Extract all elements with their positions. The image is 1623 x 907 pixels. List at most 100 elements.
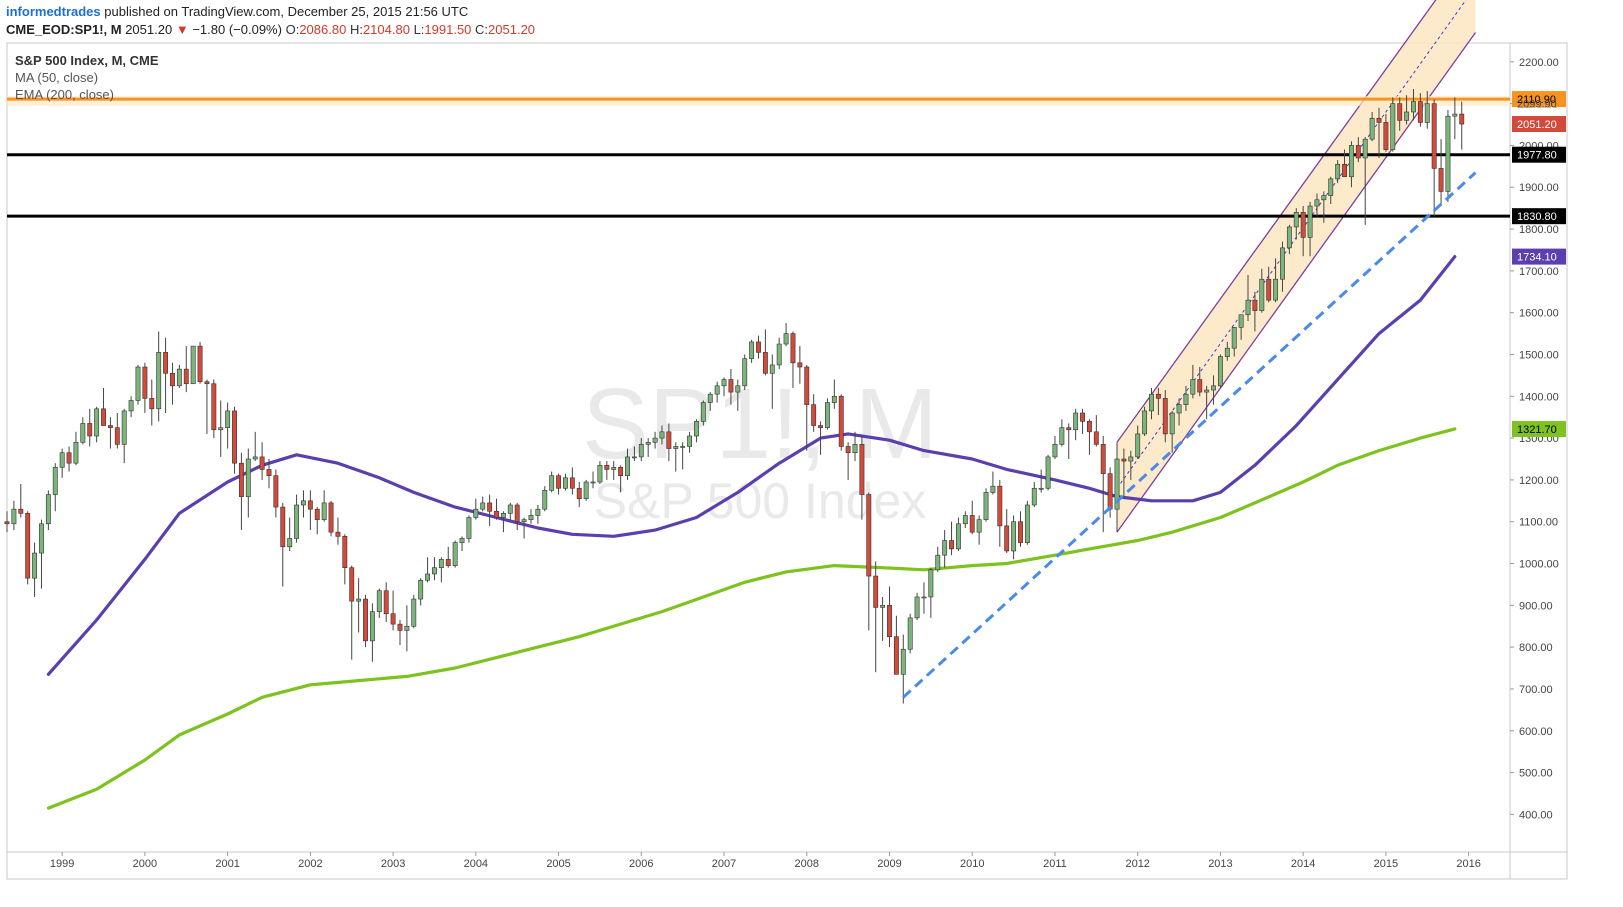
candle[interactable] — [473, 498, 479, 520]
candle[interactable] — [956, 517, 961, 551]
candle[interactable] — [1300, 206, 1306, 257]
candle[interactable] — [969, 500, 975, 535]
candle[interactable] — [1376, 107, 1382, 158]
candle[interactable] — [1238, 314, 1244, 340]
ema-200-line[interactable] — [46, 427, 1457, 810]
candle[interactable] — [866, 492, 872, 631]
candle[interactable] — [762, 329, 768, 376]
candle[interactable] — [1438, 139, 1444, 204]
candle[interactable] — [11, 500, 17, 531]
candle[interactable] — [121, 408, 127, 464]
candle[interactable] — [183, 346, 189, 393]
candle[interactable] — [1342, 149, 1347, 178]
candle[interactable] — [673, 442, 679, 472]
candle[interactable] — [466, 515, 472, 543]
candle[interactable] — [1266, 266, 1272, 303]
candle[interactable] — [176, 364, 182, 388]
candle[interactable] — [563, 473, 568, 491]
candle[interactable] — [52, 463, 58, 512]
candle[interactable] — [652, 431, 658, 449]
candle[interactable] — [811, 394, 817, 432]
candle[interactable] — [694, 419, 699, 443]
candle[interactable] — [1404, 95, 1410, 125]
candle[interactable] — [390, 590, 396, 631]
candle[interactable] — [1335, 160, 1341, 184]
candle[interactable] — [528, 509, 534, 524]
candle[interactable] — [728, 369, 734, 405]
candle[interactable] — [825, 398, 830, 430]
candle[interactable] — [942, 530, 948, 568]
candle[interactable] — [776, 337, 782, 370]
candle[interactable] — [1093, 415, 1099, 447]
candle[interactable] — [859, 436, 865, 520]
candle[interactable] — [25, 511, 31, 585]
candle[interactable] — [1417, 93, 1423, 127]
candle[interactable] — [914, 592, 920, 620]
candle[interactable] — [94, 406, 100, 443]
candle[interactable] — [238, 452, 244, 531]
candle[interactable] — [583, 479, 589, 501]
candle[interactable] — [1066, 423, 1072, 459]
candle[interactable] — [769, 354, 775, 409]
candle[interactable] — [1452, 97, 1458, 140]
candle[interactable] — [631, 446, 637, 462]
candle[interactable] — [314, 507, 320, 535]
candle[interactable] — [1348, 141, 1354, 188]
candle[interactable] — [149, 379, 155, 426]
candle[interactable] — [211, 379, 217, 439]
candle[interactable] — [1307, 201, 1313, 257]
candle[interactable] — [328, 500, 334, 537]
candle[interactable] — [556, 473, 561, 495]
candle[interactable] — [1252, 291, 1258, 332]
candle[interactable] — [1411, 88, 1416, 121]
candle[interactable] — [218, 400, 224, 457]
candle[interactable] — [1273, 258, 1279, 303]
candle[interactable] — [604, 461, 610, 480]
candle[interactable] — [349, 565, 355, 660]
candle[interactable] — [976, 515, 982, 545]
candle[interactable] — [101, 387, 106, 426]
candle[interactable] — [1176, 398, 1182, 426]
candle[interactable] — [1073, 408, 1079, 441]
candle[interactable] — [190, 345, 196, 385]
candle[interactable] — [259, 442, 265, 480]
candle[interactable] — [707, 392, 713, 411]
candle[interactable] — [432, 557, 437, 581]
ma-50-line[interactable] — [46, 255, 1457, 676]
candle[interactable] — [438, 557, 444, 583]
candle[interactable] — [480, 496, 486, 512]
candle[interactable] — [797, 346, 803, 384]
candle[interactable] — [1204, 385, 1210, 420]
candle[interactable] — [266, 458, 272, 489]
candle[interactable] — [721, 377, 727, 397]
candle[interactable] — [1086, 419, 1092, 455]
candle[interactable] — [225, 402, 231, 449]
candle[interactable] — [818, 421, 823, 455]
candle[interactable] — [804, 364, 810, 451]
candle[interactable] — [1142, 406, 1148, 437]
candle[interactable] — [59, 448, 65, 478]
candle[interactable] — [935, 546, 941, 572]
candle[interactable] — [521, 517, 527, 539]
candle[interactable] — [962, 511, 968, 528]
candle[interactable] — [307, 490, 313, 531]
candle[interactable] — [73, 431, 79, 466]
candle[interactable] — [645, 438, 651, 457]
candle[interactable] — [1121, 448, 1127, 499]
candle[interactable] — [1080, 408, 1085, 434]
candle[interactable] — [294, 494, 300, 543]
candle[interactable] — [1155, 387, 1161, 416]
candle[interactable] — [273, 469, 279, 518]
candle[interactable] — [714, 381, 720, 403]
candle[interactable] — [790, 331, 796, 388]
candle[interactable] — [1280, 241, 1285, 292]
candle[interactable] — [363, 594, 368, 648]
candle[interactable] — [1038, 469, 1044, 493]
candle[interactable] — [983, 488, 989, 522]
candle[interactable] — [204, 379, 210, 434]
candle[interactable] — [39, 519, 44, 589]
candle[interactable] — [873, 561, 879, 673]
candle[interactable] — [1224, 341, 1230, 361]
candle[interactable] — [1024, 500, 1030, 545]
candle[interactable] — [500, 511, 506, 533]
